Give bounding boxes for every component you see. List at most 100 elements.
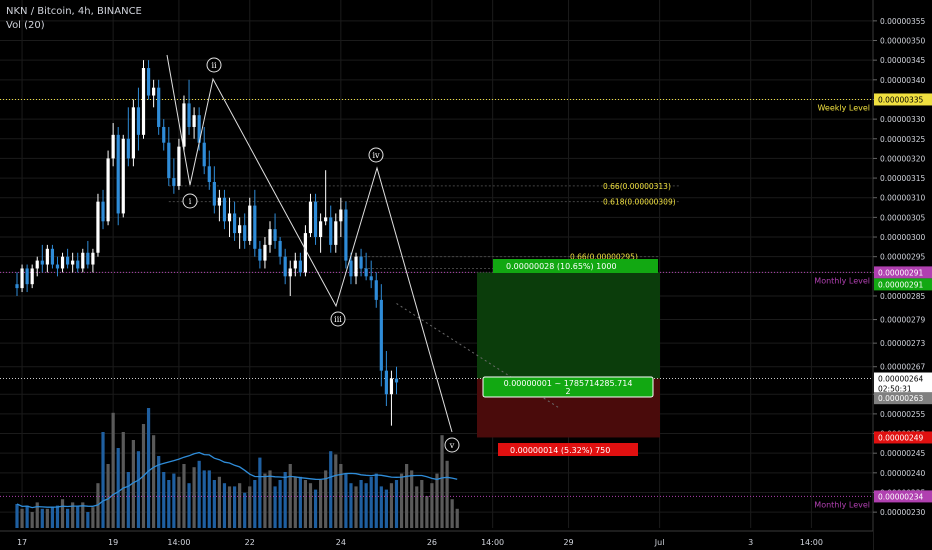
candle-body <box>45 248 49 265</box>
candle-body <box>177 146 181 186</box>
elliott-wave-marker[interactable] <box>330 311 346 327</box>
price-tag-text: 0.00000263 <box>878 394 924 403</box>
candle-body <box>324 217 328 222</box>
price-axis-label: 0.00000325 <box>880 135 926 144</box>
volume-bar <box>339 464 343 528</box>
candle-body <box>278 240 282 257</box>
elliott-wave-marker[interactable] <box>368 147 384 163</box>
volume-bar <box>121 432 125 528</box>
elliott-wave-marker[interactable] <box>206 57 222 73</box>
price-axis-label: 0.00000230 <box>880 508 926 517</box>
volume-bar <box>146 408 151 528</box>
volume-bar <box>86 512 90 528</box>
price-axis-label: 0.00000315 <box>880 174 926 183</box>
symbol-title[interactable]: NKN / Bitcoin, 4h, BINANCE <box>6 6 142 17</box>
candle-body <box>283 256 287 277</box>
volume-bar <box>324 470 328 528</box>
candle-body <box>81 252 85 269</box>
volume-bar <box>232 486 237 528</box>
candle-body <box>308 201 313 234</box>
stop-label-box[interactable] <box>498 443 638 456</box>
volume-bar <box>399 473 404 528</box>
volume-bar <box>50 507 55 528</box>
price-tag-text: 0.00000249 <box>878 433 924 442</box>
candle-body <box>349 260 353 277</box>
candle-body <box>116 134 120 214</box>
volume-bar <box>369 476 373 528</box>
time-axis-label: 29 <box>563 538 573 547</box>
volume-bar <box>430 483 434 528</box>
chart-legend: NKN / Bitcoin, 4h, BINANCE Vol (20) <box>6 5 142 33</box>
level-price-tag-text: 0.00000234 <box>878 492 924 501</box>
candle-body <box>192 115 196 127</box>
volume-bar <box>415 486 419 528</box>
candle-body <box>141 68 146 135</box>
volume-bar <box>20 508 24 528</box>
volume-bar <box>101 432 105 528</box>
volume-bar <box>222 483 227 528</box>
candle-body <box>207 166 211 182</box>
candle-body <box>152 87 156 96</box>
entry-label-box[interactable] <box>482 376 654 398</box>
volume-bar <box>60 499 65 528</box>
price-axis-label: 0.00000320 <box>880 154 926 163</box>
candle-body <box>339 209 343 222</box>
price-axis-label: 0.00000350 <box>880 37 926 46</box>
candle-body <box>364 268 368 277</box>
key-level-label: Monthly Level <box>814 276 870 285</box>
price-axis-label: 0.00000300 <box>880 233 926 242</box>
elliott-wave-marker[interactable] <box>182 193 198 209</box>
price-axis-label: 0.00000305 <box>880 213 926 222</box>
volume-bar <box>258 457 262 528</box>
time-axis-label: 17 <box>17 538 27 547</box>
candle-body <box>258 248 262 261</box>
price-axis-label: 0.00000245 <box>880 449 926 458</box>
volume-bar <box>212 480 216 528</box>
candle-body <box>273 229 277 241</box>
time-axis-label: 24 <box>336 538 346 547</box>
candle-body <box>91 252 95 265</box>
candle-body <box>60 256 65 269</box>
candle-body <box>268 229 272 245</box>
candle-body <box>238 225 242 234</box>
volume-bar <box>96 483 100 528</box>
price-tag <box>874 278 932 291</box>
level-price-tag <box>874 490 932 503</box>
volume-bar <box>303 480 308 528</box>
elliott-wave-marker[interactable] <box>444 437 460 453</box>
volume-bar <box>197 460 201 528</box>
candle-body <box>359 256 363 269</box>
volume-bar <box>81 502 85 528</box>
candle-body <box>202 142 206 167</box>
volume-bar <box>136 451 141 528</box>
candle-body <box>15 284 19 289</box>
candle-body <box>96 201 100 253</box>
candle-body <box>389 378 394 395</box>
candle-body <box>222 197 227 222</box>
price-axis-label: 0.00000340 <box>880 76 926 85</box>
volume-bar <box>253 480 257 528</box>
volume-legend[interactable]: Vol (20) <box>6 20 45 31</box>
target-label-box[interactable] <box>493 259 658 273</box>
elliott-wave-label: v <box>449 441 455 450</box>
target-zone[interactable] <box>477 272 660 379</box>
volume-bar <box>243 492 247 528</box>
candle-body <box>227 213 232 222</box>
candle-body <box>111 134 115 159</box>
candle-body <box>50 248 55 265</box>
time-axis-label: 26 <box>427 538 437 547</box>
candle-body <box>298 260 302 273</box>
candle-body <box>55 264 60 269</box>
candle-body <box>197 115 201 143</box>
price-tag <box>874 382 932 395</box>
fib-level-label: 0.66(0.00000313) <box>603 182 671 191</box>
volume-bar <box>15 504 19 528</box>
volume-bar <box>66 508 70 528</box>
price-axis-label: 0.00000355 <box>880 17 926 26</box>
candle-body <box>76 260 80 269</box>
volume-bar <box>91 507 95 528</box>
volume-bar <box>329 451 333 528</box>
elliott-wave-path[interactable] <box>166 54 453 433</box>
candle-body <box>379 299 383 371</box>
